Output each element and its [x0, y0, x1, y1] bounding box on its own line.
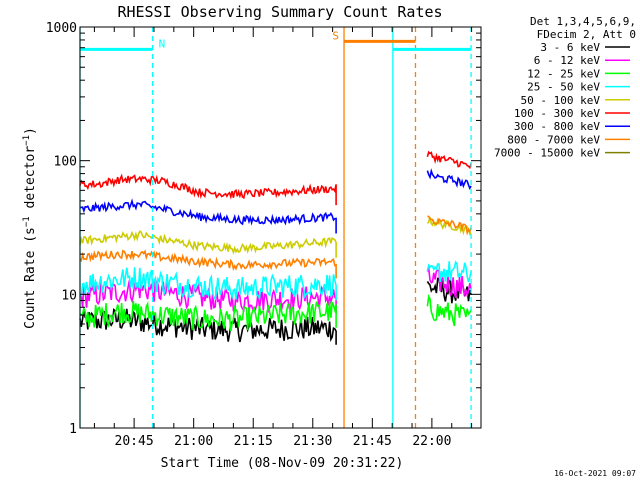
legend-label-5: 100 - 300 keV	[514, 107, 600, 120]
chart-title: RHESSI Observing Summary Count Rates	[117, 3, 442, 21]
series-line-2-seg-1	[426, 293, 472, 327]
series-line-1-seg-1	[426, 265, 472, 299]
y-tick-label-0: 1	[69, 422, 77, 437]
x-tick-label-3: 21:30	[293, 434, 332, 449]
series-line-3-seg-0	[79, 267, 337, 302]
series-line-6-seg-0	[80, 198, 337, 234]
legend-label-8: 7000 - 15000 keV	[494, 147, 600, 160]
series-line-6-seg-1	[426, 168, 472, 190]
series-line-2-seg-0	[79, 300, 337, 332]
legend: Det 1,3,4,5,6,9,FDecim 2, Att 03 - 6 keV…	[494, 15, 636, 160]
axes-layer: 1 10 100 1000 20:45 21:00 21:15 21:30 21:45 22:00	[46, 21, 481, 449]
series-line-5-seg-1	[426, 150, 472, 170]
x-tick-label-5: 22:00	[412, 434, 451, 449]
legend-label-6: 300 - 800 keV	[514, 120, 600, 133]
legend-header-1: FDecim 2, Att 0	[537, 28, 636, 41]
marker-label-N: N	[159, 37, 166, 50]
series-line-7-seg-0	[79, 249, 337, 279]
marker-label-S: S	[332, 29, 339, 42]
series-line-4-seg-1	[426, 216, 472, 236]
legend-label-7: 800 - 7000 keV	[507, 133, 600, 146]
series-line-3-seg-1	[426, 260, 472, 283]
x-tick-label-0: 20:45	[115, 434, 154, 449]
legend-header-0: Det 1,3,4,5,6,9,	[530, 15, 636, 28]
legend-label-4: 50 - 100 keV	[521, 94, 601, 107]
legend-label-2: 12 - 25 keV	[527, 67, 600, 80]
x-axis-label: Start Time (08-Nov-09 20:31:22)	[161, 456, 404, 471]
series-line-4-seg-0	[79, 230, 337, 258]
legend-label-0: 3 - 6 keV	[540, 41, 600, 54]
markers-layer: NS	[79, 27, 472, 428]
series-line-5-seg-0	[79, 173, 337, 206]
legend-label-3: 25 - 50 keV	[527, 81, 600, 94]
y-axis-label: Count Rate (s−1 detector−1)	[22, 127, 38, 329]
timestamp: 16-Oct-2021 09:07	[554, 469, 636, 478]
plot-frame	[79, 26, 482, 429]
x-tick-label-2: 21:15	[234, 434, 273, 449]
y-tick-label-1: 10	[61, 288, 77, 303]
x-tick-label-1: 21:00	[174, 434, 213, 449]
legend-label-1: 6 - 12 keV	[534, 54, 601, 67]
curves-layer	[79, 150, 472, 345]
y-tick-label-2: 100	[54, 155, 77, 170]
series-line-7-seg-1	[427, 215, 472, 236]
x-tick-label-4: 21:45	[353, 434, 392, 449]
y-tick-label-3: 1000	[46, 21, 77, 36]
